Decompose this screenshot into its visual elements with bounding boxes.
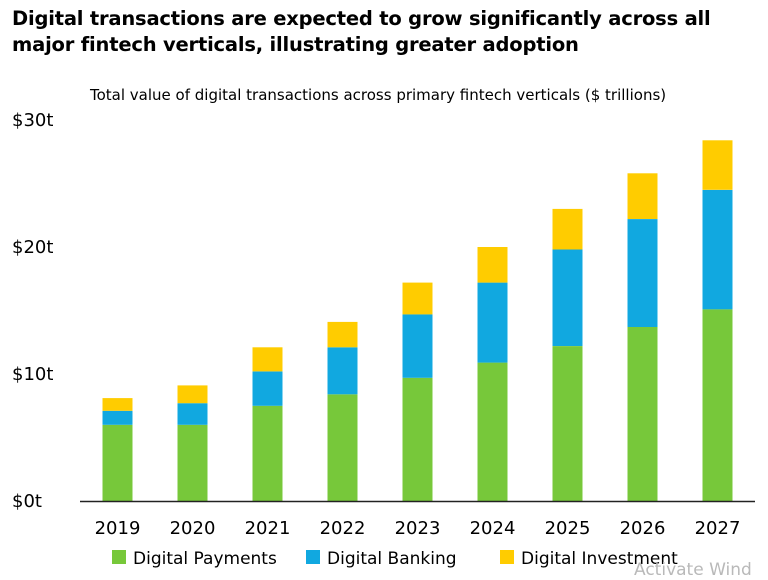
y-axis-ticks: $0t $10t $20t $30t — [12, 110, 53, 512]
bar-segment-digital-banking — [552, 249, 583, 346]
bar-segment-digital-banking — [627, 219, 658, 327]
bar-segment-digital-investment — [477, 247, 508, 283]
bar-segment-digital-investment — [627, 173, 658, 219]
y-tick-label: $20t — [12, 237, 53, 258]
bar-segment-digital-banking — [402, 314, 433, 378]
x-tick-label: 2020 — [170, 518, 216, 539]
legend-swatch — [306, 550, 320, 564]
bar-segment-digital-payments — [327, 394, 358, 501]
x-tick-label: 2019 — [95, 518, 141, 539]
bar-segment-digital-investment — [552, 208, 583, 250]
bar-segment-digital-payments — [702, 309, 733, 501]
legend-swatch — [112, 550, 126, 564]
bar-segment-digital-investment — [252, 347, 283, 372]
legend: Digital Payments Digital Banking Digital I… — [112, 549, 678, 569]
chart-subtitle: Total value of digital transactions acro… — [90, 86, 667, 104]
bar-segment-digital-investment — [402, 282, 433, 315]
x-tick-label: 2027 — [695, 518, 741, 539]
x-tick-label: 2026 — [620, 518, 666, 539]
bar-segment-digital-payments — [102, 424, 133, 501]
bar-segment-digital-banking — [102, 410, 133, 425]
legend-label: Digital Payments — [133, 549, 277, 569]
bar-segment-digital-payments — [477, 362, 508, 501]
legend-label: Digital Banking — [327, 549, 457, 569]
chart-title: Digital transactions are expected to gro… — [12, 7, 711, 56]
bar-segment-digital-investment — [702, 140, 733, 190]
x-tick-label: 2021 — [245, 518, 291, 539]
bar-segment-digital-banking — [702, 189, 733, 310]
x-tick-label: 2025 — [545, 518, 591, 539]
bar-segment-digital-banking — [477, 282, 508, 363]
y-tick-label: $0t — [12, 491, 42, 512]
bar-segment-digital-investment — [102, 398, 133, 411]
bar-segment-digital-payments — [402, 377, 433, 501]
bar-segment-digital-banking — [177, 403, 208, 425]
bar-segment-digital-banking — [252, 371, 283, 406]
bar-segment-digital-investment — [177, 385, 208, 404]
bars — [102, 140, 733, 502]
bar-segment-digital-payments — [252, 405, 283, 502]
legend-label: Digital Investment — [521, 549, 678, 569]
x-tick-label: 2023 — [395, 518, 441, 539]
x-tick-label: 2024 — [470, 518, 516, 539]
legend-swatch — [500, 550, 514, 564]
bar-segment-digital-payments — [552, 346, 583, 501]
bar-segment-digital-payments — [177, 424, 208, 501]
y-tick-label: $10t — [12, 364, 53, 385]
bar-segment-digital-banking — [327, 347, 358, 395]
watermark-text: Activate Wind — [634, 560, 752, 580]
bar-segment-digital-investment — [327, 321, 358, 348]
x-axis-ticks: 2019 2020 2021 2022 2023 2024 2025 2026 2027 — [95, 518, 741, 539]
bar-segment-digital-payments — [627, 327, 658, 501]
x-tick-label: 2022 — [320, 518, 366, 539]
y-tick-label: $30t — [12, 110, 53, 131]
